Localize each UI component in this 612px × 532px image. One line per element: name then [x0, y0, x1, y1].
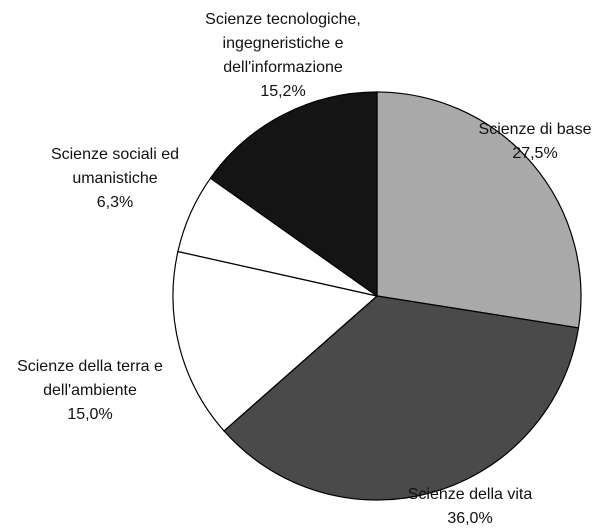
pie-slice — [172, 250, 379, 432]
slice-label: Scienze tecnologiche, ingegneristiche e … — [168, 8, 398, 104]
value-label: 6,3% — [96, 194, 134, 211]
category-name: Scienze della terra e dell'ambiente — [17, 358, 163, 399]
pie-slice — [376, 91, 582, 329]
value-label: 27,5% — [512, 145, 558, 162]
category-name: Scienze di base — [478, 121, 592, 138]
slice-label: Scienze della terra e dell'ambiente 15,0% — [0, 355, 180, 427]
value-label: 36,0% — [447, 510, 493, 527]
slice-label: Scienze di base 27,5% — [460, 118, 610, 166]
category-name: Scienze della vita — [407, 486, 533, 503]
category-name: Scienze sociali ed umanistiche — [50, 146, 180, 187]
value-label: 15,0% — [67, 406, 113, 423]
pie-slice — [209, 91, 378, 298]
slice-label: Scienze della vita 36,0% — [360, 483, 580, 531]
category-name: Scienze tecnologiche, ingegneristiche e … — [205, 11, 361, 76]
value-label: 15,2% — [260, 83, 306, 100]
slice-label: Scienze sociali ed umanistiche 6,3% — [40, 143, 190, 215]
pie-slice — [223, 295, 580, 501]
